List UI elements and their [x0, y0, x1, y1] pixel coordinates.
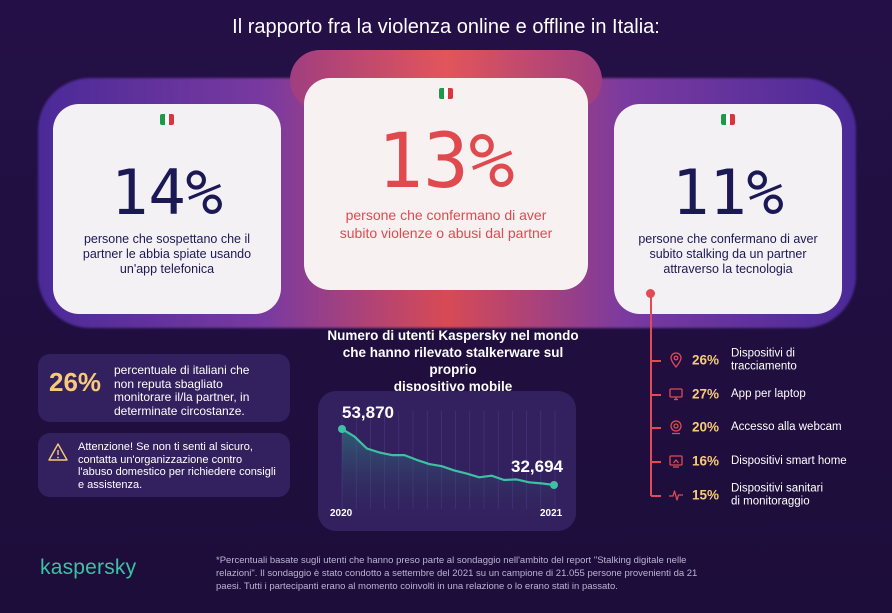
footnote: *Percentuali basate sugli utenti che han…: [216, 555, 698, 592]
heart-rate-icon: [669, 490, 683, 501]
chart-plot: [338, 411, 558, 531]
devices-timeline: [650, 293, 652, 496]
stalkerware-chart: 53,870 32,694 2020 2021: [318, 391, 576, 531]
devices-timeline-dot: [646, 289, 655, 298]
device-item-webcam: 20% Accesso alla webcam: [651, 410, 871, 444]
kaspersky-logo: kaspersky: [40, 556, 137, 579]
stat-value: 14%: [111, 156, 223, 229]
italy-flag-icon: [439, 88, 453, 99]
warning-text: Attenzione! Se non ti senti al sicuro, co…: [78, 441, 276, 491]
opinion-text: percentuale di italiani che non reputa sb…: [114, 363, 250, 418]
device-item-tracking: 26% Dispositivi di tracciamento: [651, 343, 871, 377]
page-title: Il rapporto fra la violenza online e off…: [232, 16, 660, 38]
device-item-smart-home: 16% Dispositivi smart home: [651, 444, 871, 478]
stat-card-stalking: 11% persone che confermano di aver subito…: [614, 104, 842, 314]
device-item-laptop: 27% App per laptop: [651, 377, 871, 411]
stat-card-abuse: 13% persone che confermano di aver subito…: [304, 78, 588, 290]
italy-flag-icon: [160, 114, 174, 125]
chart-point-start: [338, 425, 346, 433]
chart-point-end: [550, 481, 558, 489]
webcam-icon: [670, 420, 682, 435]
chart-x-tick-2020: 2020: [330, 508, 353, 519]
italy-flag-icon: [721, 114, 735, 125]
device-item-health: 15% Dispositivi sanitari di monitoraggio: [651, 478, 871, 512]
stat-value: 11%: [672, 156, 784, 229]
stat-description: persone che confermano di aver subito sta…: [638, 232, 818, 276]
opinion-box: 26% percentuale di italiani che non reput…: [38, 354, 290, 422]
laptop-icon: [669, 388, 683, 401]
warning-box: Attenzione! Se non ti senti al sicuro, co…: [38, 433, 290, 497]
warning-icon: [48, 443, 68, 461]
chart-x-tick-2021: 2021: [540, 508, 563, 519]
stat-value: 13%: [377, 116, 515, 205]
chart-title: Numero di utenti Kaspersky nel mondo che …: [327, 328, 579, 394]
chart-line: [340, 427, 556, 487]
stat-card-spied: 14% persone che sospettano che il partner…: [53, 104, 281, 314]
opinion-value: 26%: [49, 367, 102, 397]
chart-label-end: 32,694: [511, 457, 563, 476]
chart-area: [342, 429, 554, 531]
location-pin-icon: [670, 352, 682, 368]
chart-label-start: 53,870: [342, 403, 394, 422]
smart-home-icon: [669, 455, 683, 468]
stat-description: persone che confermano di aver subito vio…: [339, 207, 553, 241]
stat-description: persone che sospettano che il partner le …: [82, 232, 252, 276]
